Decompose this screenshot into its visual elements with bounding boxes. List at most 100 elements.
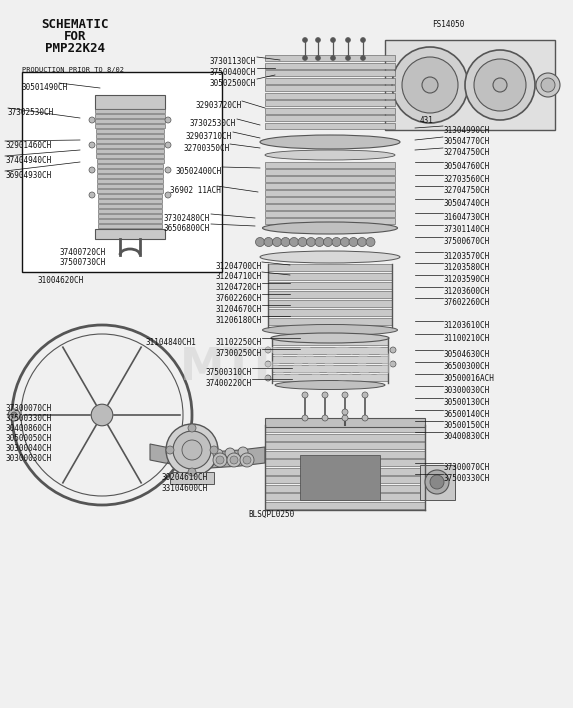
Circle shape xyxy=(182,440,202,460)
Text: 31204710CH: 31204710CH xyxy=(215,272,261,281)
Bar xyxy=(96,144,164,147)
Circle shape xyxy=(342,392,348,398)
Bar xyxy=(97,164,163,168)
Bar xyxy=(265,70,395,76)
Text: 36902 11ACH: 36902 11ACH xyxy=(170,186,221,195)
Circle shape xyxy=(362,415,368,421)
Text: 31104840CH1: 31104840CH1 xyxy=(146,338,197,347)
Text: 30300030CH: 30300030CH xyxy=(444,386,490,395)
Text: 32700350CH: 32700350CH xyxy=(183,144,229,153)
Circle shape xyxy=(91,404,113,426)
Bar xyxy=(268,300,392,307)
Text: PMP22K24: PMP22K24 xyxy=(45,42,105,55)
Bar xyxy=(95,109,165,113)
Circle shape xyxy=(302,415,308,421)
Text: 32704750CH: 32704750CH xyxy=(444,186,490,195)
Bar xyxy=(265,450,425,457)
Circle shape xyxy=(349,237,358,246)
Bar xyxy=(96,149,164,152)
Circle shape xyxy=(89,167,95,173)
Bar xyxy=(268,282,392,289)
Bar xyxy=(265,77,395,84)
Text: BLSQPL0250: BLSQPL0250 xyxy=(248,510,295,519)
Text: 37500670CH: 37500670CH xyxy=(444,237,490,246)
Bar xyxy=(265,425,425,432)
Text: 37404940CH: 37404940CH xyxy=(5,156,51,165)
Text: 37400220CH: 37400220CH xyxy=(205,379,251,388)
Bar xyxy=(385,40,555,130)
Text: 31204670CH: 31204670CH xyxy=(215,305,261,314)
Bar xyxy=(98,209,162,212)
Bar xyxy=(265,418,425,427)
Text: 30300040CH: 30300040CH xyxy=(5,444,51,453)
Text: 32903710CH: 32903710CH xyxy=(186,132,232,141)
Circle shape xyxy=(362,392,368,398)
Circle shape xyxy=(316,38,320,42)
Circle shape xyxy=(243,456,251,464)
Text: 30500016ACH: 30500016ACH xyxy=(444,374,495,383)
Circle shape xyxy=(315,237,324,246)
Circle shape xyxy=(307,237,316,246)
Bar xyxy=(96,159,163,163)
Circle shape xyxy=(11,412,17,418)
Circle shape xyxy=(265,347,271,353)
Text: 37602260CH: 37602260CH xyxy=(444,298,490,307)
Text: 30204610CH: 30204610CH xyxy=(162,473,208,482)
Text: 31100210CH: 31100210CH xyxy=(444,334,490,343)
Circle shape xyxy=(536,73,560,97)
Bar xyxy=(420,465,455,500)
Text: 431: 431 xyxy=(420,116,434,125)
Bar xyxy=(268,273,392,280)
Text: 37300250CH: 37300250CH xyxy=(215,349,261,358)
Bar xyxy=(170,472,214,484)
Bar xyxy=(265,122,395,128)
Text: 36506800CH: 36506800CH xyxy=(164,224,210,233)
Text: 30300030CH: 30300030CH xyxy=(5,454,51,463)
Bar xyxy=(98,214,162,217)
Circle shape xyxy=(358,237,367,246)
Circle shape xyxy=(213,453,227,467)
Circle shape xyxy=(331,55,336,60)
Circle shape xyxy=(227,453,241,467)
Bar xyxy=(272,347,388,354)
Bar xyxy=(96,154,164,157)
Circle shape xyxy=(89,117,95,123)
Text: 31102250CH: 31102250CH xyxy=(215,338,261,347)
Text: 37302530CH: 37302530CH xyxy=(8,108,54,117)
Circle shape xyxy=(331,38,336,42)
Bar xyxy=(95,229,165,239)
Bar xyxy=(98,204,162,207)
Ellipse shape xyxy=(260,135,400,149)
Ellipse shape xyxy=(275,380,385,389)
Circle shape xyxy=(541,78,555,92)
Circle shape xyxy=(281,237,290,246)
Circle shape xyxy=(303,55,308,60)
Text: 37500310CH: 37500310CH xyxy=(205,368,251,377)
Text: 31203580CH: 31203580CH xyxy=(444,263,490,272)
Ellipse shape xyxy=(271,333,389,343)
Circle shape xyxy=(289,237,299,246)
Text: 31304990CH: 31304990CH xyxy=(444,126,490,135)
Bar xyxy=(265,115,395,121)
Circle shape xyxy=(303,38,308,42)
Bar xyxy=(22,72,222,272)
Text: MTRACO: MTRACO xyxy=(179,347,394,389)
Circle shape xyxy=(264,237,273,246)
Circle shape xyxy=(392,47,468,123)
Text: PRODUCTION PRIOR TO 8/02: PRODUCTION PRIOR TO 8/02 xyxy=(22,67,124,73)
Circle shape xyxy=(165,167,171,173)
Bar xyxy=(268,309,392,316)
Text: 31203590CH: 31203590CH xyxy=(444,275,490,284)
Circle shape xyxy=(188,424,196,432)
Bar xyxy=(265,493,425,500)
Text: 37302480CH: 37302480CH xyxy=(164,214,210,223)
Bar xyxy=(95,119,164,122)
Bar xyxy=(272,365,388,372)
Text: 37500330CH: 37500330CH xyxy=(5,414,51,423)
Text: 37500730CH: 37500730CH xyxy=(60,258,106,267)
Circle shape xyxy=(322,415,328,421)
Circle shape xyxy=(265,361,271,367)
Text: 30504770CH: 30504770CH xyxy=(444,137,490,146)
Bar xyxy=(268,291,392,298)
Bar xyxy=(272,356,388,363)
